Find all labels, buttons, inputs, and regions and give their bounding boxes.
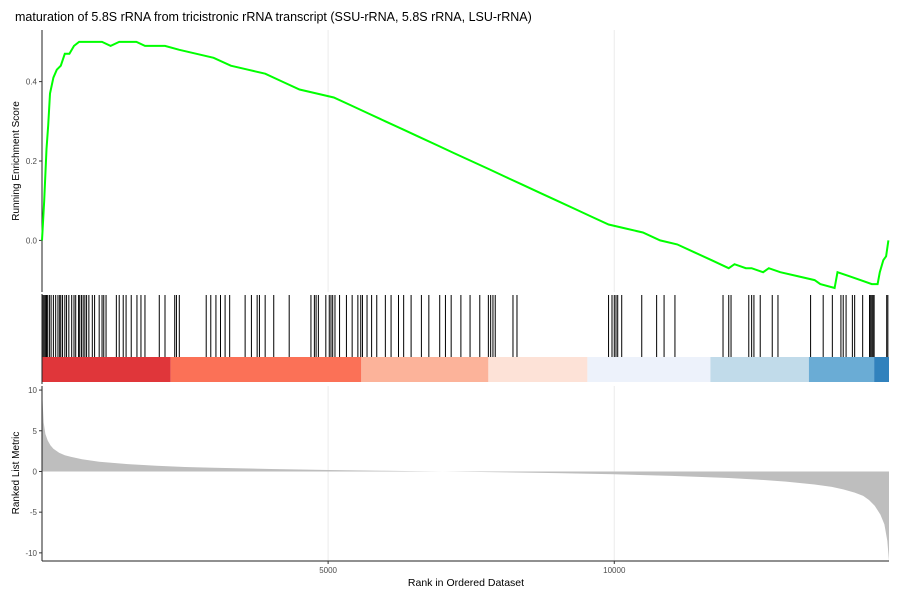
running-score-y-ticks: 0.0 0.2 0.4 bbox=[26, 78, 42, 245]
ranked-metric-y-tick-label: 0 bbox=[33, 467, 38, 476]
color-band-segment bbox=[808, 357, 875, 382]
gene-hit-ticks bbox=[42, 295, 889, 357]
ranked-metric-y-tick-label: -10 bbox=[25, 549, 37, 558]
rank-color-band bbox=[42, 357, 889, 382]
running-score-line bbox=[41, 40, 890, 290]
ranked-metric-y-tick-label: 10 bbox=[28, 386, 37, 395]
running-score-y-axis-label: Running Enrichment Score bbox=[11, 101, 22, 221]
ranked-metric-y-tick-label: 5 bbox=[33, 427, 38, 436]
ranked-metric-y-tick-label: -5 bbox=[30, 508, 38, 517]
ranked-metric-panel: 10 5 0 -5 -10 5000 10000 Ranked List Metric R… bbox=[11, 386, 889, 589]
chart-title: maturation of 5.8S rRNA from tricistroni… bbox=[15, 10, 532, 24]
color-band-segment bbox=[361, 357, 489, 382]
color-band-segment bbox=[42, 357, 171, 382]
running-score-gridlines bbox=[327, 30, 615, 292]
x-axis-ticks: 5000 10000 bbox=[319, 561, 626, 575]
ranked-metric-y-axis-label: Ranked List Metric bbox=[11, 432, 22, 515]
color-band-segment bbox=[874, 357, 889, 382]
color-band-segment bbox=[170, 357, 362, 382]
x-axis-label: Rank in Ordered Dataset bbox=[408, 577, 524, 589]
x-axis-tick-label: 10000 bbox=[603, 566, 626, 575]
gene-hit-panel bbox=[41, 294, 889, 384]
color-band-segment bbox=[587, 357, 711, 382]
color-band-segment bbox=[710, 357, 809, 382]
running-score-panel: 0.0 0.2 0.4 Running Enrichment Score bbox=[11, 30, 890, 292]
running-score-y-tick-label: 0.4 bbox=[26, 78, 38, 87]
color-band-segment bbox=[488, 357, 588, 382]
ranked-metric-y-ticks: 10 5 0 -5 -10 bbox=[25, 386, 42, 558]
ranked-metric-gridlines bbox=[327, 386, 615, 561]
x-axis-tick-label: 5000 bbox=[319, 566, 337, 575]
running-score-y-tick-label: 0.0 bbox=[26, 236, 38, 245]
running-score-y-tick-label: 0.2 bbox=[26, 157, 38, 166]
ranked-metric-area bbox=[42, 390, 889, 561]
